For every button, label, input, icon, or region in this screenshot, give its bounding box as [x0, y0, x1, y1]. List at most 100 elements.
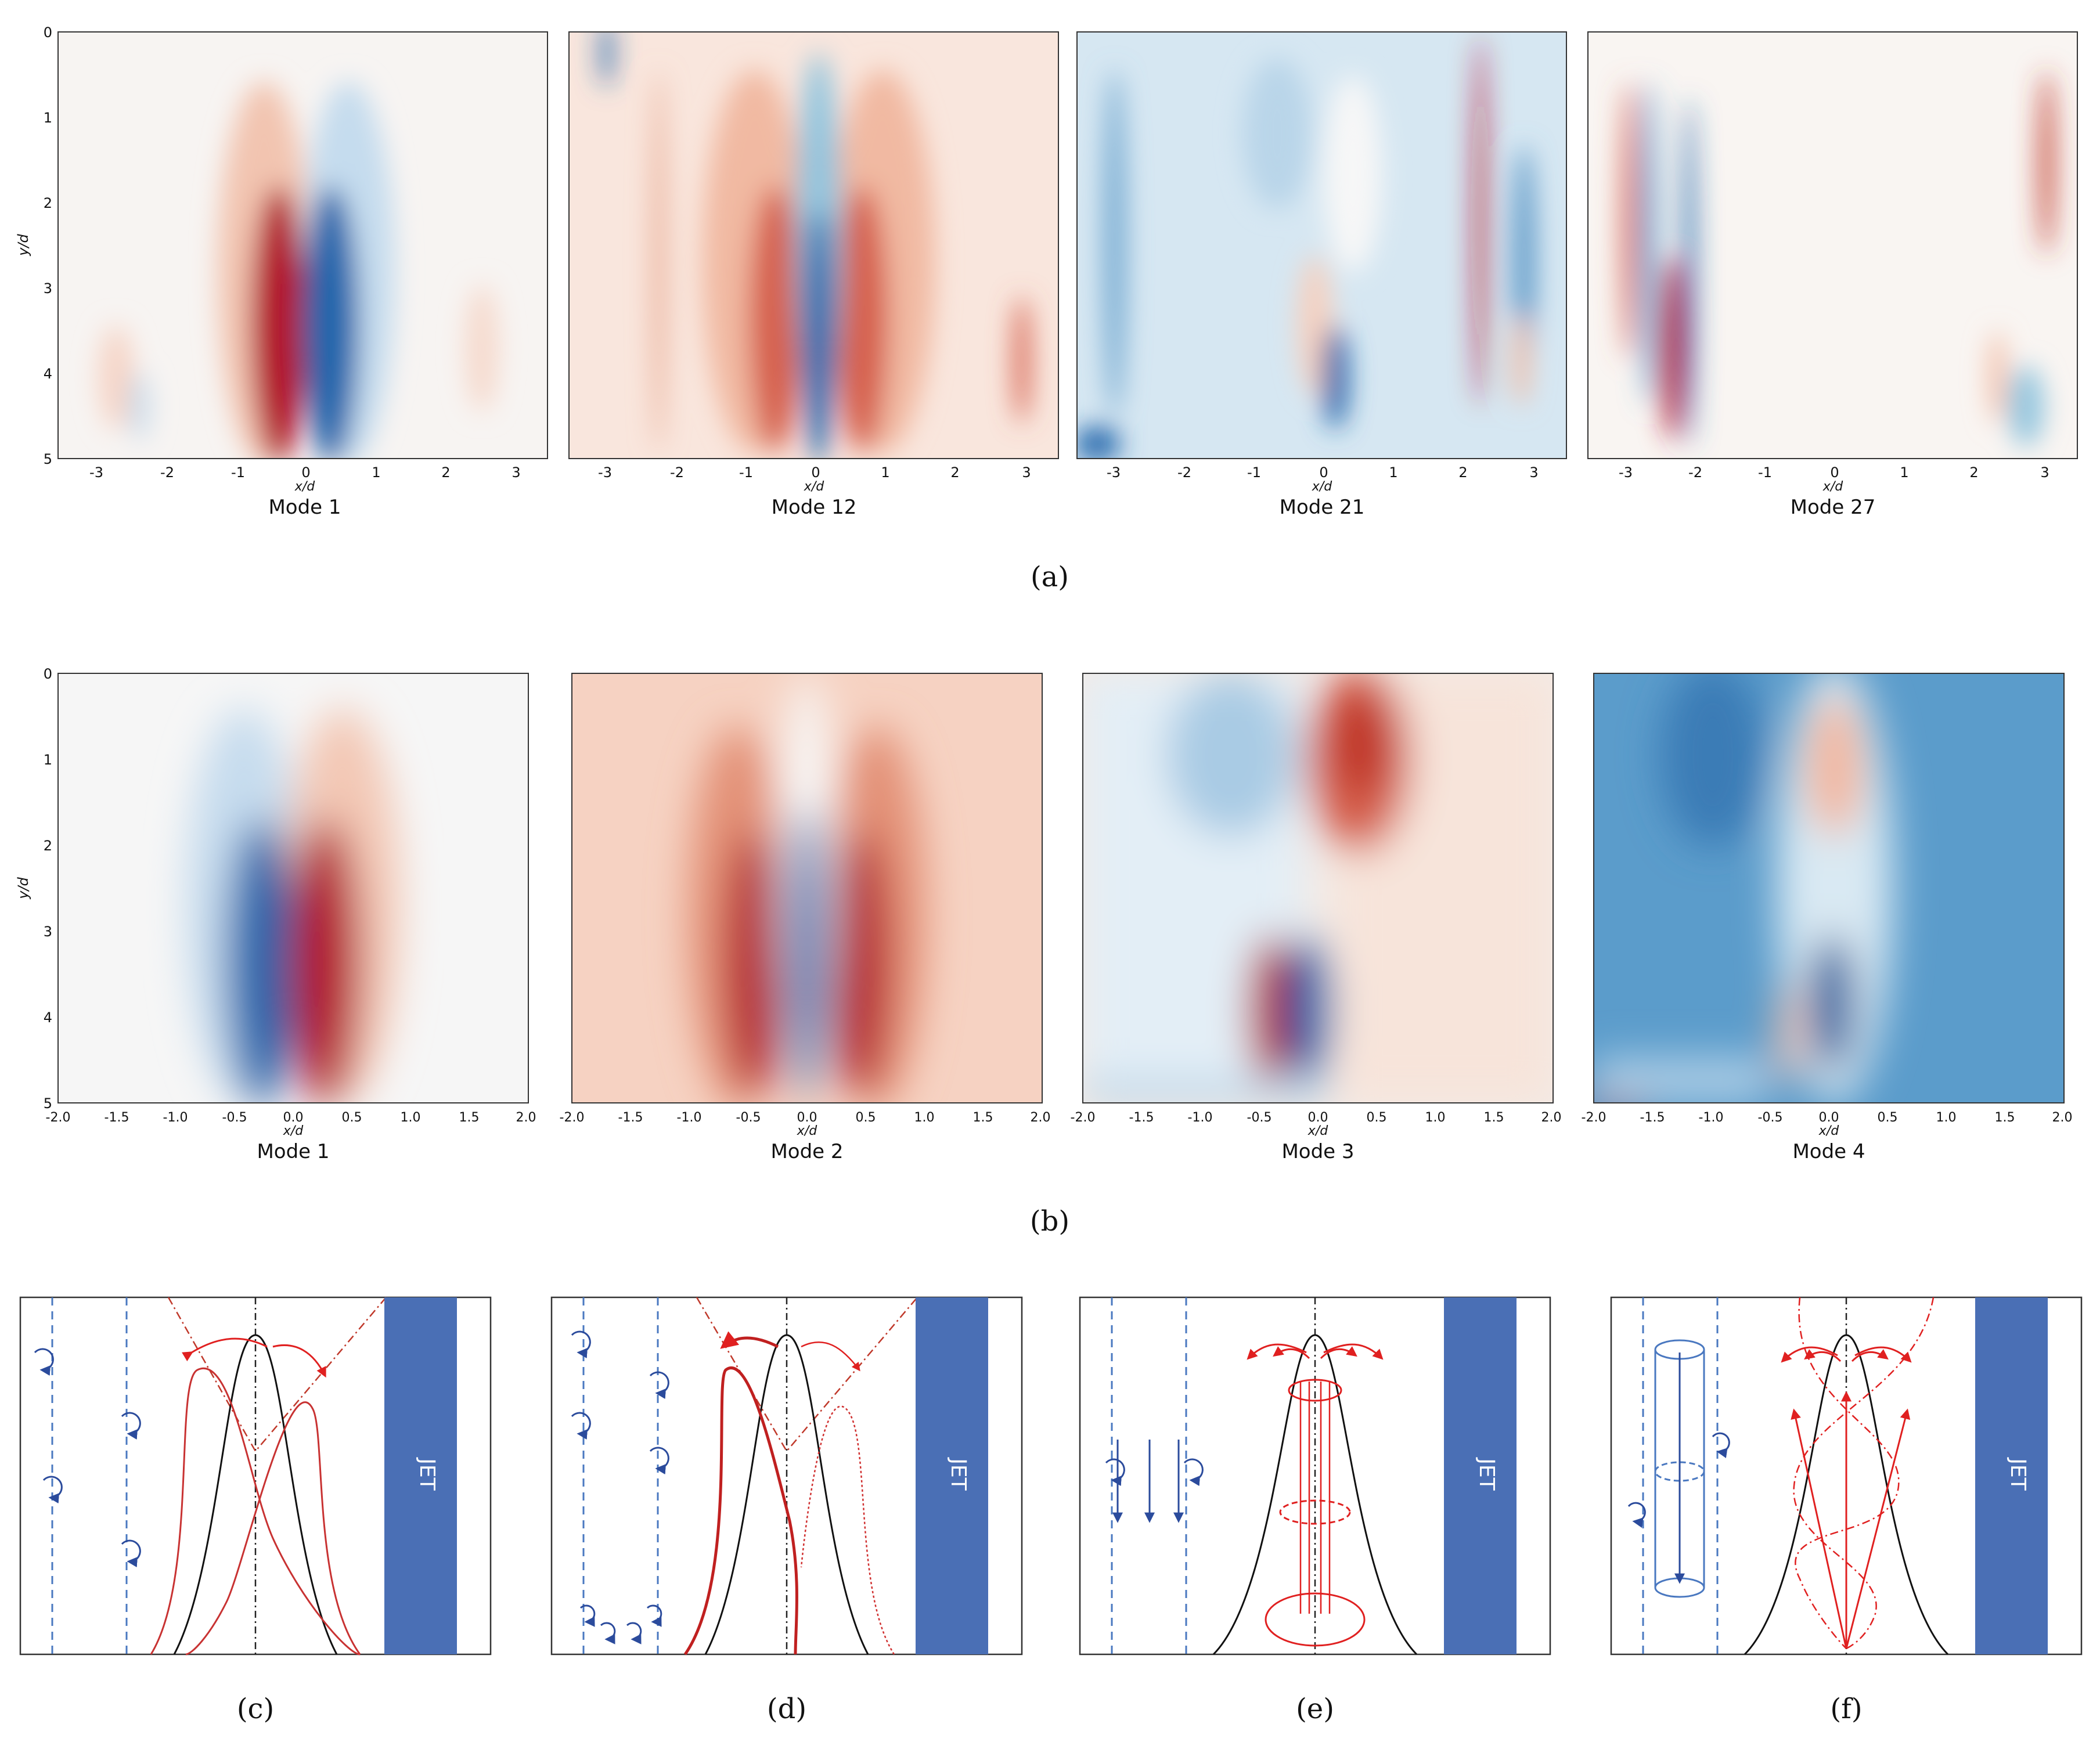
row-a: 0 1 2 3 4 5 y/d -3 -2 -1 0 1 2 3 x/d Mod…: [15, 24, 2078, 593]
x-tick: -1: [231, 464, 245, 481]
row-sketches: JET JET: [19, 1296, 2083, 1725]
x-tick: 0.0: [797, 1110, 817, 1125]
y-tick: 4: [44, 366, 52, 382]
x-tick: 1.5: [459, 1110, 480, 1125]
row-a-panel-mode-27: [1587, 31, 2078, 459]
x-axis-label: x/d: [797, 1124, 817, 1138]
x-tick: 3: [2040, 464, 2049, 481]
x-tick: -0.5: [222, 1110, 247, 1125]
x-tick: 2.0: [1541, 1110, 1562, 1125]
x-tick: -1: [1247, 464, 1261, 481]
x-tick: 1: [1389, 464, 1397, 481]
x-tick: 0: [1319, 464, 1328, 481]
row-a-panel-mode-1: [57, 31, 548, 459]
y-tick: 0: [44, 666, 52, 682]
x-tick: -2: [670, 464, 684, 481]
y-tick: 5: [44, 1095, 52, 1112]
x-tick: 3: [512, 464, 520, 481]
row-b-panel-mode-1: [57, 673, 529, 1103]
jet-label: JET: [946, 1457, 970, 1491]
x-tick: 0.5: [1367, 1110, 1387, 1125]
x-tick: 1.5: [973, 1110, 993, 1125]
x-tick: 0.5: [1878, 1110, 1898, 1125]
x-tick: -0.5: [1247, 1110, 1272, 1125]
y-tick: 0: [44, 24, 52, 41]
jet-label: JET: [2006, 1457, 2030, 1491]
x-axis-label: x/d: [1822, 479, 1843, 494]
mode-title: Mode 12: [772, 496, 857, 519]
x-tick: 1.0: [1425, 1110, 1446, 1125]
row-b-panel-mode-4: [1593, 673, 2065, 1103]
x-tick: 2.0: [2052, 1110, 2073, 1125]
x-tick: -1: [1758, 464, 1772, 481]
y-axis-label: y/d: [15, 877, 31, 899]
x-tick: 0: [1830, 464, 1839, 481]
x-tick: 0.0: [1308, 1110, 1328, 1125]
y-tick: 4: [44, 1009, 52, 1026]
row-a-y-axis: 0 1 2 3 4 5 y/d: [15, 24, 52, 467]
row-a-panel-mode-12: [568, 31, 1059, 459]
x-tick: 1.5: [1484, 1110, 1504, 1125]
row-b-panel-mode-2: [571, 673, 1043, 1103]
row-b-x-axis-1: -2.0 -1.5 -1.0 -0.5 0.0 0.5 1.0 1.5 2.0 …: [46, 1110, 536, 1163]
y-tick: 1: [44, 110, 52, 126]
subfigure-label-c: (c): [237, 1693, 274, 1725]
jet-label: JET: [415, 1457, 439, 1491]
x-axis-label: x/d: [1312, 479, 1332, 494]
x-axis-label: x/d: [1818, 1124, 1839, 1138]
row-b-panel-mode-3: [1082, 673, 1554, 1103]
x-tick: -0.5: [736, 1110, 761, 1125]
x-tick: -1.5: [105, 1110, 129, 1125]
jet-label: JET: [1475, 1457, 1499, 1491]
x-tick: 3: [1529, 464, 1538, 481]
x-tick: -1.0: [1188, 1110, 1213, 1125]
sketch-e: JET: [1079, 1296, 1551, 1656]
y-tick: 3: [44, 280, 52, 297]
x-axis-label: x/d: [804, 479, 824, 494]
x-tick: 0.0: [283, 1110, 304, 1125]
x-tick: -1: [739, 464, 753, 481]
x-tick: -1.0: [677, 1110, 702, 1125]
x-tick: 1: [881, 464, 889, 481]
x-tick: 2.0: [516, 1110, 536, 1125]
sketch-c: JET: [19, 1296, 492, 1656]
row-b: 0 1 2 3 4 5 y/d -2.0 -1.5 -1.0 -0.5 0.0 …: [15, 666, 2073, 1238]
x-tick: -3: [1107, 464, 1121, 481]
mode-title: Mode 2: [770, 1140, 843, 1163]
x-tick: 2: [1458, 464, 1467, 481]
x-tick: 0.5: [856, 1110, 876, 1125]
x-tick: -1.0: [1699, 1110, 1724, 1125]
x-tick: -2: [160, 464, 174, 481]
mode-title: Mode 27: [1791, 496, 1876, 519]
y-tick: 1: [44, 752, 52, 768]
x-tick: 2: [1969, 464, 1978, 481]
x-tick: -3: [1619, 464, 1633, 481]
x-tick: -0.5: [1758, 1110, 1783, 1125]
x-tick: 0.5: [342, 1110, 362, 1125]
x-tick: 1.0: [1936, 1110, 1957, 1125]
x-tick: -3: [598, 464, 612, 481]
subfigure-label-d: (d): [767, 1693, 806, 1725]
x-tick: -1.5: [1129, 1110, 1154, 1125]
subfigure-label-b: (b): [1030, 1205, 1069, 1238]
x-tick: 1.5: [1995, 1110, 2015, 1125]
row-a-x-axis-1: -3 -2 -1 0 1 2 3 x/d Mode 1: [89, 464, 521, 519]
row-b-x-axis-2: -2.0 -1.5 -1.0 -0.5 0.0 0.5 1.0 1.5 2.0 …: [560, 1110, 1051, 1163]
mode-title: Mode 1: [268, 496, 341, 519]
x-tick: 2: [950, 464, 959, 481]
x-tick: -2.0: [46, 1110, 71, 1125]
x-tick: -2.0: [560, 1110, 585, 1125]
row-b-x-axis-3: -2.0 -1.5 -1.0 -0.5 0.0 0.5 1.0 1.5 2.0 …: [1071, 1110, 1562, 1163]
row-a-x-axis-4: -3 -2 -1 0 1 2 3 x/d Mode 27: [1619, 464, 2049, 519]
mode-title: Mode 3: [1281, 1140, 1354, 1163]
x-tick: 1: [1900, 464, 1908, 481]
x-tick: -2.0: [1071, 1110, 1096, 1125]
x-tick: -2.0: [1582, 1110, 1606, 1125]
row-a-x-axis-3: -3 -2 -1 0 1 2 3 x/d Mode 21: [1107, 464, 1539, 519]
row-b-y-axis: 0 1 2 3 4 5 y/d: [15, 666, 52, 1112]
mode-title: Mode 1: [257, 1140, 329, 1163]
sketch-f: JET: [1610, 1296, 2083, 1656]
x-tick: 0: [301, 464, 310, 481]
x-axis-label: x/d: [1307, 1124, 1328, 1138]
x-tick: 2.0: [1031, 1110, 1051, 1125]
